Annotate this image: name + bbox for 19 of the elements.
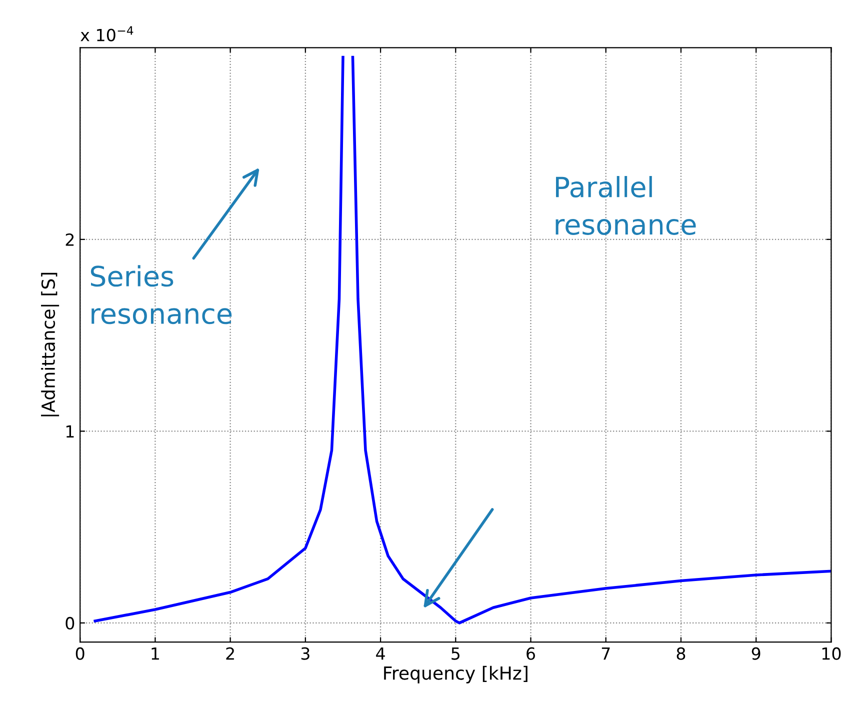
annotation: Parallel resonance (556, 176, 696, 235)
x-tick-label: 6 (526, 647, 536, 660)
x-tick-label: 4 (376, 647, 385, 660)
x-tick-label: 5 (452, 647, 460, 660)
y-axis-title: |Admittance| [S] (41, 272, 60, 416)
x-tick-label: 8 (676, 647, 686, 660)
x-tick-label: 3 (301, 647, 310, 660)
y-tick-label: 1 (66, 425, 74, 438)
x-tick-label: 2 (226, 647, 234, 660)
x-tick-label: 0 (76, 647, 84, 660)
text: x 10$^{−4}$ (80, 26, 134, 42)
x-tick-label: 9 (752, 647, 760, 660)
x-tick-label: 1 (152, 647, 159, 660)
y-tick-label: 2 (66, 233, 74, 246)
x-tick-label: 7 (602, 647, 610, 660)
x-axis-title: Frequency [kHz] (384, 666, 528, 684)
annotation: Series resonance (90, 265, 232, 324)
x-tick-label: 10 (822, 647, 841, 660)
y-tick-label: 0 (66, 616, 74, 630)
